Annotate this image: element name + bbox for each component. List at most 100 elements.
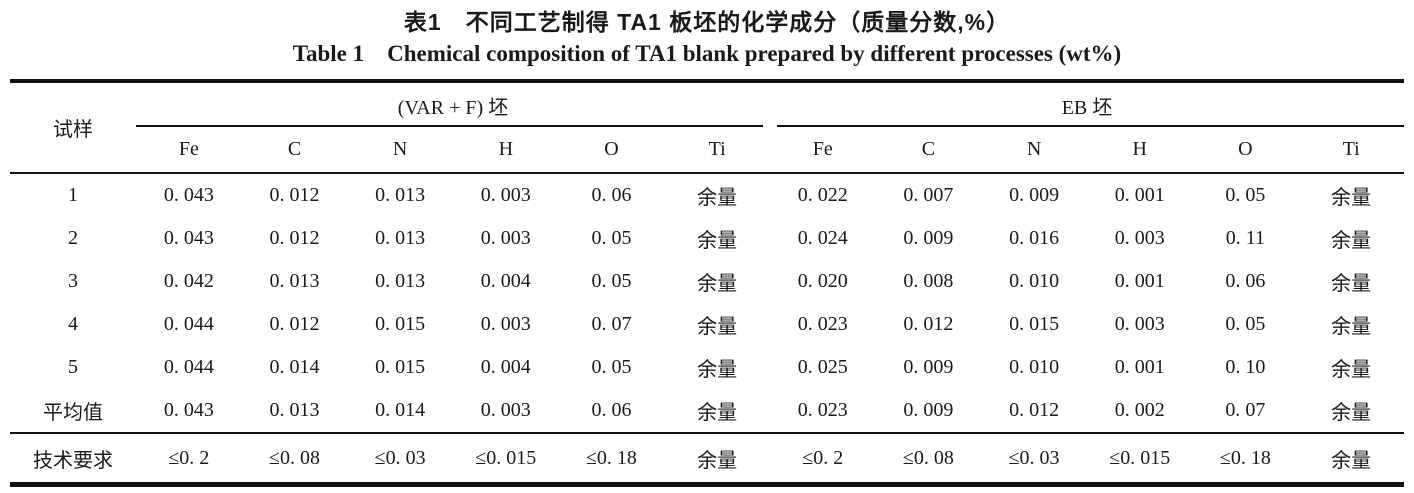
table-row: 2 0. 043 0. 012 0. 013 0. 003 0. 05 余量 0. 024 0.… [10, 217, 1404, 260]
value-cell: ≤0. 18 [1192, 432, 1299, 485]
value-cell: 0. 05 [591, 270, 632, 292]
sample-label: 2 [68, 227, 78, 249]
value-cell: 余量 [1331, 359, 1372, 381]
value-cell: 0. 012 [269, 313, 320, 335]
value-cell: 0. 009 [1009, 184, 1060, 206]
value-cell: 0. 023 [797, 313, 848, 335]
value-cell: 0. 015 [375, 313, 426, 335]
value-cell: 0. 07 [1225, 399, 1266, 421]
column-header-var-fe: Fe [136, 127, 242, 174]
value-cell: 0. 06 [1225, 270, 1266, 292]
column-header-var-c: C [241, 127, 348, 174]
table-title-zh: 表1 不同工艺制得 TA1 板坯的化学成分（质量分数,%） [403, 9, 1011, 35]
value-cell: ≤0. 03 [347, 432, 453, 485]
table-row: 5 0. 044 0. 014 0. 015 0. 004 0. 05 余量 0. 025 0.… [10, 346, 1404, 389]
value-cell: 0. 10 [1225, 356, 1266, 378]
value-cell: 余量 [1331, 187, 1372, 209]
value-cell: 0. 003 [480, 313, 531, 335]
group-header-eb: EB 坯 [770, 81, 1405, 127]
value-cell: 0. 012 [269, 227, 320, 249]
value-cell: 余量 [1331, 402, 1372, 424]
value-cell: 0. 014 [375, 399, 426, 421]
value-cell: 0. 11 [1225, 227, 1266, 249]
composition-table: 试样 (VAR + F) 坯 EB 坯 Fe C N H O Ti Fe C N… [10, 79, 1405, 487]
value-cell: ≤0. 03 [981, 432, 1087, 485]
value-cell: 余量 [1331, 230, 1372, 252]
value-cell: 余量 [1331, 316, 1372, 338]
value-cell: 0. 009 [903, 356, 954, 378]
column-header-eb-ti: Ti [1298, 127, 1404, 174]
group-header-var-f: (VAR + F) 坯 [136, 81, 770, 127]
value-cell: 0. 003 [1114, 227, 1165, 249]
value-cell: 0. 001 [1114, 356, 1165, 378]
value-cell: 余量 [697, 273, 738, 295]
value-cell: 0. 043 [163, 399, 214, 421]
value-cell: 0. 002 [1114, 399, 1165, 421]
value-cell: 0. 044 [163, 356, 214, 378]
value-cell: 0. 043 [163, 184, 214, 206]
value-cell: 0. 06 [591, 184, 632, 206]
value-cell: 0. 008 [903, 270, 954, 292]
table-caption: 表1 不同工艺制得 TA1 板坯的化学成分（质量分数,%） Table 1 Ch… [0, 6, 1414, 69]
value-cell: ≤0. 08 [875, 432, 982, 485]
value-cell: 0. 013 [269, 399, 320, 421]
value-cell: 0. 001 [1114, 270, 1165, 292]
value-cell: 0. 015 [375, 356, 426, 378]
table-row: 3 0. 042 0. 013 0. 013 0. 004 0. 05 余量 0. 020 0.… [10, 260, 1404, 303]
value-cell: 0. 007 [903, 184, 954, 206]
value-cell: ≤0. 015 [1086, 432, 1193, 485]
value-cell: 余量 [1298, 432, 1404, 485]
value-cell: ≤0. 18 [558, 432, 665, 485]
column-header-var-h: H [452, 127, 559, 174]
value-cell: 0. 012 [269, 184, 320, 206]
value-cell: 0. 013 [269, 270, 320, 292]
value-cell: 0. 010 [1009, 270, 1060, 292]
value-cell: 0. 07 [591, 313, 632, 335]
group-header-row: 试样 (VAR + F) 坯 EB 坯 [10, 81, 1405, 174]
table-row: 1 0. 043 0. 012 0. 013 0. 003 0. 06 余量 0. 022 0.… [10, 173, 1404, 217]
value-cell: 0. 012 [903, 313, 954, 335]
table-title-en: Table 1 Chemical composition of TA1 blan… [292, 41, 1122, 66]
table-row: 4 0. 044 0. 012 0. 015 0. 003 0. 07 余量 0. 023 0.… [10, 303, 1404, 346]
value-cell: ≤0. 015 [452, 432, 559, 485]
value-cell: 0. 003 [1114, 313, 1165, 335]
value-cell: 余量 [1331, 273, 1372, 295]
value-cell: 0. 015 [1009, 313, 1060, 335]
value-cell: 0. 013 [375, 227, 426, 249]
value-cell: 0. 009 [903, 399, 954, 421]
value-cell: 0. 001 [1114, 184, 1165, 206]
value-cell: ≤0. 08 [241, 432, 348, 485]
value-cell: 0. 014 [269, 356, 320, 378]
value-cell: ≤0. 2 [769, 432, 876, 485]
sample-label: 4 [68, 313, 78, 335]
value-cell: 余量 [697, 359, 738, 381]
value-cell: 0. 013 [375, 184, 426, 206]
value-cell: 0. 009 [903, 227, 954, 249]
value-cell: 余量 [697, 230, 738, 252]
sample-label: 平均值 [43, 402, 103, 424]
value-cell: 0. 023 [797, 399, 848, 421]
table-row: 技术要求 ≤0. 2 ≤0. 08 ≤0. 03 ≤0. 015 ≤0. 18 余量 ≤0. … [10, 432, 1404, 485]
value-cell: 0. 05 [1225, 184, 1266, 206]
value-cell: 0. 004 [480, 270, 531, 292]
value-cell: 0. 05 [591, 227, 632, 249]
value-cell: 0. 010 [1009, 356, 1060, 378]
value-cell: ≤0. 2 [136, 432, 242, 485]
value-cell: 余量 [664, 432, 770, 485]
value-cell: 0. 012 [1009, 399, 1060, 421]
value-cell: 0. 016 [1009, 227, 1060, 249]
table-row: 平均值 0. 043 0. 013 0. 014 0. 003 0. 06 余量 0. 023… [10, 389, 1404, 433]
value-cell: 0. 05 [591, 356, 632, 378]
value-cell: 0. 044 [163, 313, 214, 335]
element-header-row: Fe C N H O Ti Fe C N H O Ti [10, 127, 1404, 174]
column-header-eb-n: N [981, 127, 1087, 174]
value-cell: 0. 043 [163, 227, 214, 249]
value-cell: 0. 025 [797, 356, 848, 378]
value-cell: 0. 013 [375, 270, 426, 292]
column-header-eb-h: H [1086, 127, 1193, 174]
value-cell: 0. 003 [480, 399, 531, 421]
value-cell: 余量 [697, 187, 738, 209]
requirement-label: 技术要求 [10, 432, 136, 485]
value-cell: 0. 004 [480, 356, 531, 378]
